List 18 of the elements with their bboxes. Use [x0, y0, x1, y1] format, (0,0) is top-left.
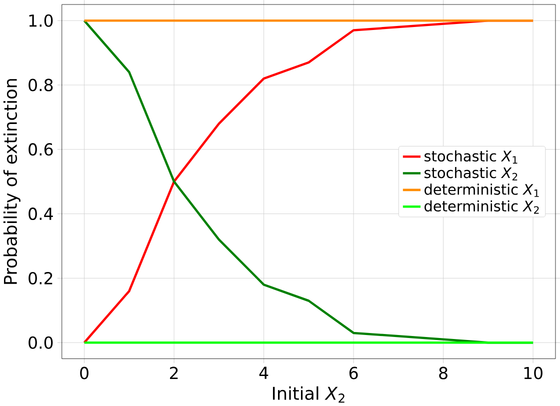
x-tick-label: 10: [524, 366, 542, 380]
legend-label: stochastic X$_{1}$: [424, 150, 518, 164]
y-tick-label: 0.8: [28, 78, 53, 92]
x-tick-label: 0: [80, 366, 88, 380]
legend-label: stochastic X$_{2}$: [424, 166, 518, 180]
y-axis-title: Probability of extinction: [3, 79, 20, 284]
y-tick-label: 0.2: [28, 272, 52, 284]
legend-label: deterministic X$_{1}$: [424, 184, 539, 197]
y-tick-label: 1.0: [29, 14, 53, 27]
x-tick-label: 6: [349, 366, 358, 380]
y-tick-label: 0.6: [28, 143, 53, 156]
legend-label: deterministic X$_{2}$: [424, 200, 539, 214]
x-tick-label: 2: [170, 366, 178, 379]
y-tick-label: 0.0: [28, 336, 53, 349]
y-tick-label: 0.4: [28, 208, 53, 220]
x-tick-label: 8: [439, 366, 448, 380]
x-tick-label: 4: [259, 366, 268, 379]
x-axis-title: Initial X$_{2}$: [272, 386, 344, 403]
